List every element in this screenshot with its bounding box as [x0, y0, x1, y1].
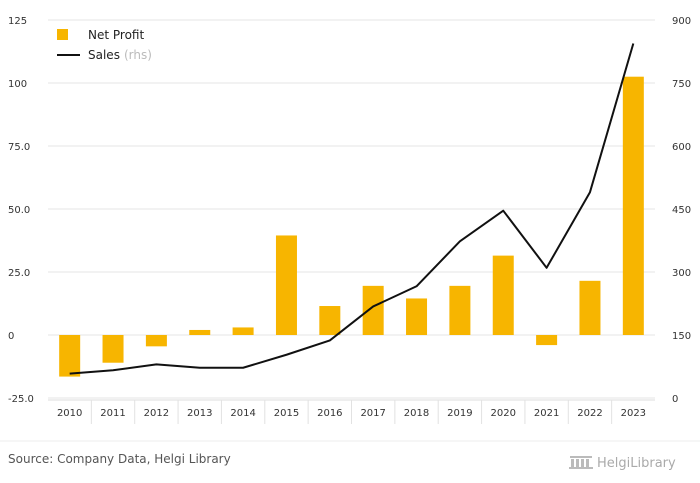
net-profit-bar-2019 [449, 285, 471, 335]
left-axis-tick-label: 50.0 [8, 205, 30, 216]
x-axis-tick-label: 2020 [491, 408, 516, 419]
legend-sales-rhs-suffix: (rhs) [124, 48, 152, 62]
net-profit-bar-2013 [189, 329, 211, 335]
left-axis-tick-label: 0 [8, 331, 14, 342]
gridlines [48, 19, 655, 399]
sales-polyline [69, 43, 635, 375]
x-axis-tick-label: 2023 [621, 408, 646, 419]
x-axis-tick-label: 2015 [274, 408, 299, 419]
left-axis-tick-label: 75.0 [8, 142, 30, 153]
net-profit-bar-2014 [232, 327, 254, 335]
net-profit-bar-2012 [145, 335, 167, 347]
helgi-library-logo: HelgiLibrary [569, 456, 676, 471]
svg-text:Sales(rhs): Sales (rhs) [88, 48, 152, 62]
legend-net-profit-label: Net Profit [88, 28, 144, 42]
x-axis-tick-label: 2017 [360, 408, 385, 419]
right-axis-ticks: 0 150 300 450 600 750 900 [672, 16, 691, 405]
right-axis-tick-label: 300 [672, 268, 691, 279]
library-building-icon [569, 456, 593, 469]
x-axis-tick-label: 2018 [404, 408, 429, 419]
net-profit-bar-2018 [406, 298, 428, 335]
right-axis-tick-label: 900 [672, 16, 691, 27]
x-axis-tick-label: 2013 [187, 408, 212, 419]
net-profit-bar-2010 [59, 335, 81, 377]
legend-sales-label: Sales [88, 48, 120, 62]
net-profit-bar-2023 [622, 76, 644, 335]
x-axis-tick-label: 2012 [144, 408, 169, 419]
net-profit-bar-2021 [536, 335, 558, 346]
net-profit-bar-2017 [362, 285, 384, 335]
right-axis-tick-label: 0 [672, 394, 678, 405]
brand-name: HelgiLibrary [597, 456, 676, 471]
net-profit-bar-2020 [492, 255, 514, 335]
legend-net-profit-swatch [57, 29, 68, 40]
left-axis-ticks: -25.0 0 25.0 50.0 75.0 100 125 [8, 16, 34, 405]
right-axis-tick-label: 150 [672, 331, 691, 342]
net-profit-bar-2015 [275, 235, 297, 335]
net-profit-bars [59, 76, 644, 377]
left-axis-tick-label: 125 [8, 16, 27, 27]
svg-text:Net Profit: Net Profit [88, 28, 144, 42]
x-axis-tick-label: 2014 [230, 408, 255, 419]
right-axis-tick-label: 450 [672, 205, 691, 216]
left-axis-tick-label: -25.0 [8, 394, 34, 405]
net-profit-bar-2011 [102, 335, 124, 363]
left-axis-tick-label: 25.0 [8, 268, 30, 279]
x-axis-tick-label: 2011 [100, 408, 125, 419]
sales-line [69, 43, 635, 375]
x-axis-tick-label: 2010 [57, 408, 82, 419]
x-axis-tick-label: 2022 [577, 408, 602, 419]
x-axis-tick-label: 2016 [317, 408, 342, 419]
net-profit-bar-2016 [319, 306, 341, 335]
left-axis-tick-label: 100 [8, 79, 27, 90]
net-profit-bar-2022 [579, 280, 601, 335]
source-note: Source: Company Data, Helgi Library [8, 452, 231, 466]
right-axis-tick-label: 750 [672, 79, 691, 90]
right-axis-tick-label: 600 [672, 142, 691, 153]
x-axis: 2010 2011 2012 2013 2014 2015 2016 2017 2018 2019… [48, 399, 655, 424]
x-axis-tick-label: 2021 [534, 408, 559, 419]
x-axis-tick-label: 2019 [447, 408, 472, 419]
legend: Net Profit Sales (rhs) [57, 28, 152, 62]
